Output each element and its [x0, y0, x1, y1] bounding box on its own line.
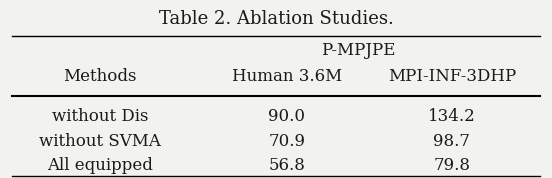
Text: 79.8: 79.8: [433, 157, 470, 174]
Text: All equipped: All equipped: [47, 157, 153, 174]
Text: without Dis: without Dis: [52, 108, 148, 125]
Text: 134.2: 134.2: [428, 108, 476, 125]
Text: 56.8: 56.8: [268, 157, 305, 174]
Text: Human 3.6M: Human 3.6M: [232, 68, 342, 85]
Text: Table 2. Ablation Studies.: Table 2. Ablation Studies.: [158, 10, 394, 28]
Text: 98.7: 98.7: [433, 133, 470, 150]
Text: MPI-INF-3DHP: MPI-INF-3DHP: [388, 68, 516, 85]
Text: Methods: Methods: [63, 68, 137, 85]
Text: 70.9: 70.9: [268, 133, 305, 150]
Text: P-MPJPE: P-MPJPE: [321, 42, 396, 59]
Text: 90.0: 90.0: [268, 108, 305, 125]
Text: without SVMA: without SVMA: [39, 133, 161, 150]
